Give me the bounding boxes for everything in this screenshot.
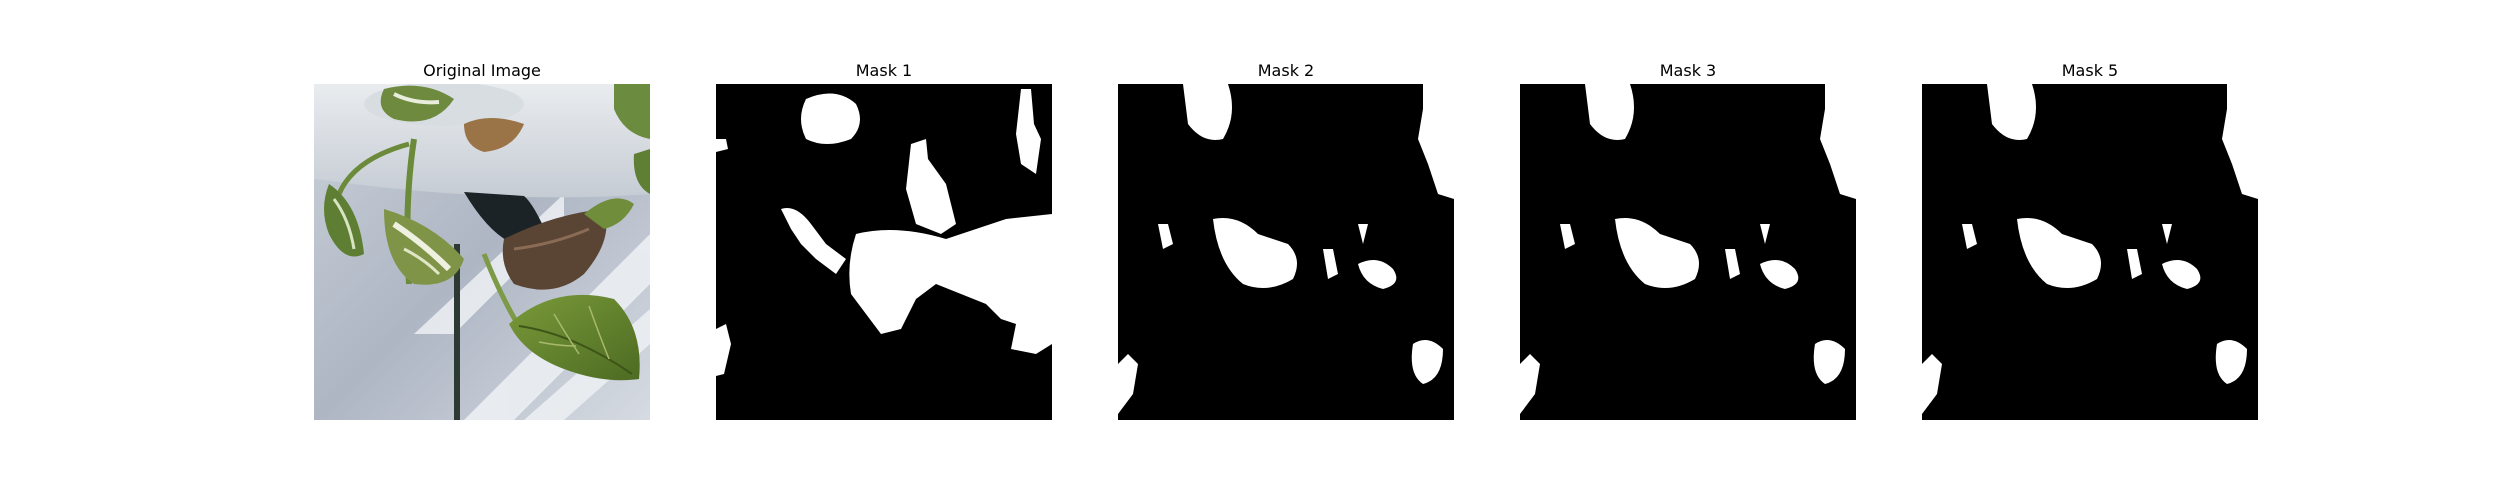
mask-image-2 — [1118, 84, 1454, 420]
mask-image-1 — [716, 84, 1052, 420]
mask-image-5 — [1922, 84, 2258, 420]
panel-title-mask-1: Mask 1 — [855, 61, 913, 80]
panel-title-mask-3: Mask 3 — [1659, 61, 1717, 80]
panel-title-original: Original Image — [423, 61, 541, 80]
mask-image-3 — [1520, 84, 1856, 420]
panel-title-mask-5: Mask 5 — [2061, 61, 2119, 80]
panel-title-mask-2: Mask 2 — [1257, 61, 1315, 80]
original-photo — [314, 84, 650, 420]
